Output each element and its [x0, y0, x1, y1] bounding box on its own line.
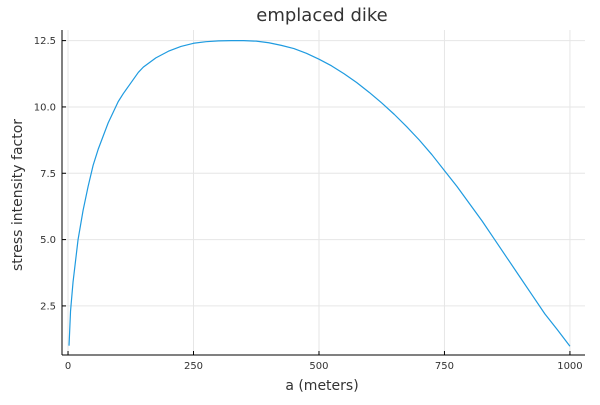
x-tick-label: 250	[184, 361, 203, 372]
chart-title: emplaced dike	[256, 5, 387, 26]
axes	[61, 30, 585, 356]
y-tick-label: 12.5	[34, 36, 56, 47]
series-layer	[68, 40, 571, 347]
grid	[62, 30, 585, 355]
y-tick-label: 2.5	[40, 301, 56, 312]
x-tick-label: 750	[435, 361, 454, 372]
y-tick-label: 7.5	[40, 169, 56, 180]
x-axis-label: a (meters)	[285, 378, 358, 394]
y-axis-label: stress intensity factor	[10, 119, 26, 271]
y-tick-label: 5.0	[40, 235, 56, 246]
x-tick-label: 1000	[557, 361, 582, 372]
ticks: 0 250 500 750 1000 2.5 5.0 7.5 10.0 12.5	[34, 36, 583, 372]
x-tick-label: 0	[65, 361, 71, 372]
x-tick-label: 500	[309, 361, 328, 372]
y-tick-label: 10.0	[34, 102, 56, 113]
series-line-0	[68, 40, 571, 347]
